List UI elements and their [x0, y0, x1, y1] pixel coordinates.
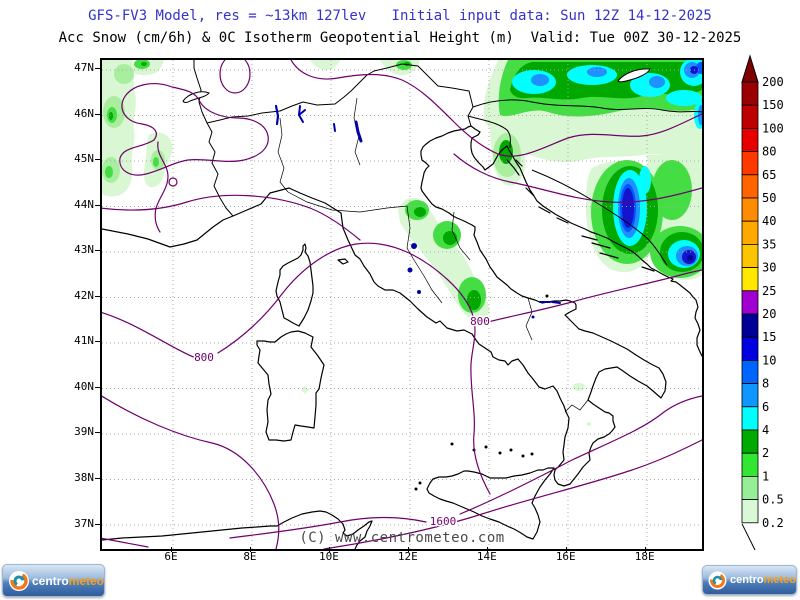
- lon-tick: [566, 547, 567, 552]
- map-svg: 800 800 1600 (C) www.centrometeo.com: [102, 60, 702, 549]
- corsica: [276, 244, 313, 326]
- logo-text-meteo: meteo: [69, 574, 104, 588]
- lat-label-42N: 42N: [60, 289, 94, 302]
- legend-segment: [742, 453, 758, 476]
- lat-label-45N: 45N: [60, 152, 94, 165]
- lat-label-47N: 47N: [60, 61, 94, 74]
- legend-svg: 200 150 100 80 65 50 40 35 30 25 20 15 10 8 6 4 2 1 0.5 0.2: [735, 50, 800, 558]
- lat-tick: [95, 250, 100, 251]
- lat-tick: [95, 68, 100, 69]
- lat-tick: [95, 205, 100, 206]
- snow-fill-navy: [687, 255, 693, 261]
- legend-segment: [742, 476, 758, 499]
- legend-segment: [742, 175, 758, 198]
- isoline-label-800-central: 800: [470, 315, 490, 328]
- isoline-label-1600: 1600: [430, 515, 457, 528]
- lon-tick: [487, 547, 488, 552]
- legend-value-8: 8: [762, 377, 769, 391]
- lat-tick: [95, 478, 100, 479]
- lon-tick: [408, 547, 409, 552]
- sardinia: [257, 331, 324, 441]
- legend-value-65: 65: [762, 168, 776, 182]
- legend-value-80: 80: [762, 145, 776, 159]
- lat-label-43N: 43N: [60, 243, 94, 256]
- legend-value-20: 20: [762, 307, 776, 321]
- lon-tick: [645, 547, 646, 552]
- lat-label-46N: 46N: [60, 107, 94, 120]
- isoline-label-800-west: 800: [194, 351, 214, 364]
- lat-label-40N: 40N: [60, 380, 94, 393]
- legend-segment: [742, 500, 758, 523]
- legend-value-10: 10: [762, 353, 776, 367]
- lon-tick: [329, 547, 330, 552]
- legend-value-150: 150: [762, 98, 784, 112]
- lat-tick: [95, 341, 100, 342]
- isoline-labels: 800 800 1600: [194, 315, 490, 528]
- legend-segment: [742, 337, 758, 360]
- lat-tick: [95, 159, 100, 160]
- legend-value-50: 50: [762, 191, 776, 205]
- legend-value-35: 35: [762, 237, 776, 251]
- legend-segment: [742, 360, 758, 383]
- legend-segment: [742, 268, 758, 291]
- legend-value-40: 40: [762, 214, 776, 228]
- legend-segment: [742, 105, 758, 128]
- centrometeo-icon: [707, 570, 727, 591]
- legend-value-30: 30: [762, 261, 776, 275]
- elba: [338, 259, 348, 264]
- legend-value-2: 2: [762, 446, 769, 460]
- legend-value-25: 25: [762, 284, 776, 298]
- legend-value-15: 15: [762, 330, 776, 344]
- legend-value-200: 200: [762, 75, 784, 89]
- centrometeo-logo-left[interactable]: centrometeo: [2, 564, 105, 597]
- lat-tick: [95, 296, 100, 297]
- legend-segment: [742, 314, 758, 337]
- legend-value-0.2: 0.2: [762, 516, 784, 530]
- lat-label-37N: 37N: [60, 517, 94, 530]
- legend-segment: [742, 198, 758, 221]
- lon-tick: [171, 547, 172, 552]
- legend-tail: [742, 524, 755, 550]
- legend-value-0.5: 0.5: [762, 493, 784, 507]
- weather-map-page: { "header": { "title_line1": "GFS-FV3 Mo…: [0, 0, 800, 600]
- legend-value-100: 100: [762, 121, 784, 135]
- lat-tick: [95, 432, 100, 433]
- field-title: Acc Snow (cm/6h) & 0C Isotherm Geopotent…: [0, 30, 800, 46]
- legend-arrow: [742, 56, 758, 82]
- legend-segment: [742, 407, 758, 430]
- model-title: GFS-FV3 Model, res = ~13km 127lev Initia…: [0, 8, 800, 24]
- lake-geneva: [183, 92, 209, 103]
- lat-tick: [95, 387, 100, 388]
- logo-text-centro: centro: [32, 574, 69, 588]
- legend-value-6: 6: [762, 400, 769, 414]
- map-canvas: 800 800 1600 (C) www.centrometeo.com: [100, 58, 704, 551]
- lat-label-38N: 38N: [60, 471, 94, 484]
- legend-segment: [742, 82, 758, 105]
- legend-segment: [742, 244, 758, 267]
- logo-text-meteo: meteo: [764, 574, 796, 586]
- centrometeo-logo-right[interactable]: centrometeo: [702, 565, 797, 595]
- lat-label-39N: 39N: [60, 425, 94, 438]
- legend-segment: [742, 152, 758, 175]
- legend-segment: [742, 128, 758, 151]
- lon-tick: [250, 547, 251, 552]
- legend-segment: [742, 384, 758, 407]
- legend-segment: [742, 291, 758, 314]
- legend-value-4: 4: [762, 423, 769, 437]
- legend-segment: [742, 221, 758, 244]
- lat-label-41N: 41N: [60, 334, 94, 347]
- copyright-watermark: (C) www.centrometeo.com: [299, 530, 504, 546]
- lat-label-44N: 44N: [60, 198, 94, 211]
- lat-tick: [95, 114, 100, 115]
- lat-tick: [95, 524, 100, 525]
- centrometeo-icon: [7, 569, 29, 593]
- legend-segment: [742, 430, 758, 453]
- logo-text-centro: centro: [730, 574, 764, 586]
- legend-value-1: 1: [762, 469, 769, 483]
